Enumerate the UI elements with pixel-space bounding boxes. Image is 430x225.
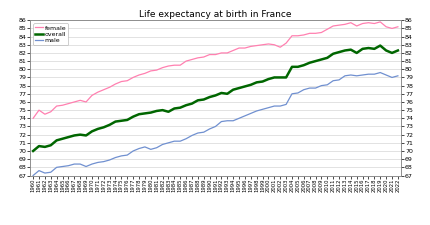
female [31,117,36,120]
overall [394,49,399,52]
male [142,146,147,148]
overall [201,98,206,101]
female [377,20,382,23]
male [389,76,394,79]
overall [389,52,394,54]
Legend: female, overall, male: female, overall, male [33,23,68,45]
overall [283,76,288,79]
male [130,150,135,152]
female [142,72,147,75]
female [394,25,399,28]
female [212,53,218,56]
Line: overall: overall [33,46,397,151]
female [201,56,206,58]
female [283,42,288,45]
male [31,174,36,177]
male [283,103,288,106]
male [201,131,206,134]
male [394,74,399,77]
male [212,125,218,128]
Line: female: female [33,22,397,118]
overall [212,94,218,97]
Title: Life expectancy at birth in France: Life expectancy at birth in France [139,11,291,20]
overall [31,150,36,152]
overall [130,115,135,118]
overall [377,44,382,47]
female [130,76,135,79]
Line: male: male [33,72,397,176]
overall [142,112,147,115]
male [377,71,382,74]
female [389,27,394,30]
